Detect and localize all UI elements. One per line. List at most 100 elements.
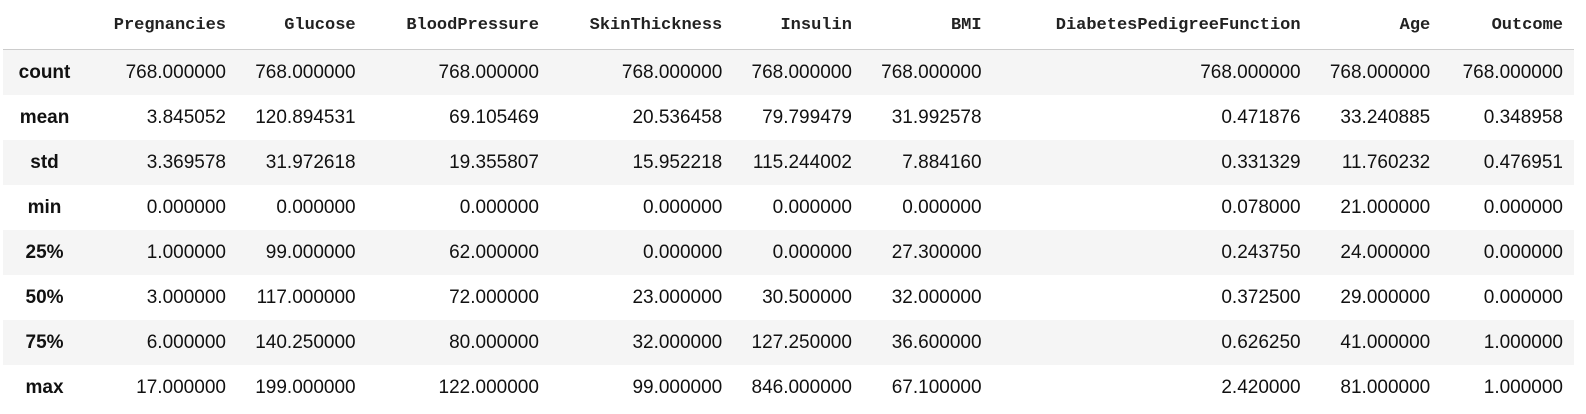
table-cell: 0.000000 — [1483, 241, 1563, 263]
table-row: mean 3.845052 120.894531 69.105469 20.53… — [3, 95, 1574, 140]
table-cell: 99.000000 — [632, 376, 723, 398]
row-index: 75% — [25, 331, 64, 353]
table-cell: 7.884160 — [902, 151, 982, 173]
table-cell: 3.845052 — [146, 106, 226, 128]
table-cell: 32.000000 — [632, 331, 723, 353]
table-cell: 20.536458 — [632, 106, 723, 128]
table-cell: 0.000000 — [643, 196, 723, 218]
table-cell: 0.243750 — [1221, 241, 1301, 263]
column-header: BMI — [862, 1, 993, 50]
table-cell: 31.972618 — [265, 151, 356, 173]
table-cell: 29.000000 — [1340, 286, 1431, 308]
table-cell: 19.355807 — [449, 151, 539, 173]
table-cell: 69.105469 — [449, 106, 539, 128]
table-cell: 0.000000 — [1483, 286, 1563, 308]
table-cell: 0.000000 — [643, 241, 723, 263]
table-body: count 768.000000 768.000000 768.000000 7… — [3, 49, 1574, 410]
index-header — [3, 1, 85, 50]
column-header: Outcome — [1441, 1, 1574, 50]
table-cell: 0.471876 — [1221, 106, 1301, 128]
table-cell: 199.000000 — [255, 376, 356, 398]
table-row: 75% 6.000000 140.250000 80.000000 32.000… — [3, 320, 1574, 365]
table-cell: 0.000000 — [459, 196, 539, 218]
table-cell: 67.100000 — [891, 376, 982, 398]
table-cell: 30.500000 — [762, 286, 852, 308]
table-cell: 62.000000 — [449, 241, 539, 263]
table-cell: 3.369578 — [146, 151, 226, 173]
table-header: Pregnancies Glucose BloodPressure SkinTh… — [3, 1, 1574, 50]
table-cell: 768.000000 — [255, 61, 356, 83]
table-cell: 72.000000 — [449, 286, 539, 308]
table-cell: 17.000000 — [136, 376, 226, 398]
table-cell: 3.000000 — [146, 286, 226, 308]
table-cell: 115.244002 — [752, 151, 852, 173]
table-cell: 768.000000 — [125, 61, 226, 83]
table-cell: 768.000000 — [621, 61, 723, 83]
table-cell: 117.000000 — [256, 286, 356, 308]
table-cell: 15.952218 — [632, 151, 723, 173]
column-header: Glucose — [236, 1, 367, 50]
table-cell: 120.894531 — [255, 106, 356, 128]
table-cell: 140.250000 — [255, 331, 356, 353]
table-cell: 127.250000 — [751, 331, 852, 353]
column-header: Age — [1311, 1, 1442, 50]
row-index: mean — [19, 106, 70, 128]
table-cell: 0.476951 — [1483, 151, 1563, 173]
column-header: Insulin — [733, 1, 863, 50]
table-cell: 32.000000 — [891, 286, 982, 308]
table-cell: 24.000000 — [1340, 241, 1431, 263]
table-cell: 23.000000 — [632, 286, 723, 308]
table-cell: 0.331329 — [1221, 151, 1301, 173]
table-cell: 0.000000 — [146, 196, 226, 218]
table-cell: 0.348958 — [1483, 106, 1563, 128]
table-cell: 81.000000 — [1340, 376, 1431, 398]
table-cell: 21.000000 — [1340, 196, 1431, 218]
table-cell: 768.000000 — [1200, 61, 1301, 83]
table-cell: 122.000000 — [438, 376, 539, 398]
table-cell: 11.760232 — [1341, 151, 1431, 173]
table-cell: 0.372500 — [1221, 286, 1301, 308]
table-cell: 0.000000 — [902, 196, 982, 218]
table-cell: 768.000000 — [881, 61, 982, 83]
table-row: count 768.000000 768.000000 768.000000 7… — [3, 49, 1574, 95]
table-cell: 80.000000 — [449, 331, 539, 353]
row-index: 25% — [25, 241, 64, 263]
row-index: 50% — [25, 286, 64, 308]
table-cell: 41.000000 — [1340, 331, 1431, 353]
table-cell: 0.000000 — [772, 241, 852, 263]
table-cell: 1.000000 — [1483, 376, 1563, 398]
table-cell: 36.600000 — [891, 331, 982, 353]
table-cell: 768.000000 — [751, 61, 852, 83]
table-row: max 17.000000 199.000000 122.000000 99.0… — [3, 365, 1574, 410]
table-cell: 0.078000 — [1221, 196, 1301, 218]
table-cell: 6.000000 — [146, 331, 226, 353]
table-cell: 0.000000 — [276, 196, 356, 218]
row-index: min — [27, 196, 62, 218]
table-cell: 1.000000 — [146, 241, 226, 263]
table-cell: 768.000000 — [1462, 61, 1563, 83]
row-index: std — [30, 151, 59, 173]
header-row: Pregnancies Glucose BloodPressure SkinTh… — [3, 1, 1574, 50]
table-row: 25% 1.000000 99.000000 62.000000 0.00000… — [3, 230, 1574, 275]
column-header: BloodPressure — [366, 1, 550, 50]
table-cell: 0.000000 — [772, 196, 852, 218]
table-cell: 99.000000 — [265, 241, 356, 263]
table-cell: 31.992578 — [891, 106, 982, 128]
table-cell: 768.000000 — [1329, 61, 1431, 83]
row-index: max — [25, 376, 64, 398]
table-cell: 79.799479 — [762, 106, 852, 128]
table-cell: 0.000000 — [1483, 196, 1563, 218]
table-cell: 2.420000 — [1221, 376, 1301, 398]
column-header: SkinThickness — [549, 1, 734, 50]
table-row: std 3.369578 31.972618 19.355807 15.9522… — [3, 140, 1574, 185]
table-cell: 768.000000 — [438, 61, 539, 83]
column-header: Pregnancies — [84, 1, 237, 50]
row-index: count — [18, 61, 71, 83]
table-cell: 33.240885 — [1340, 106, 1431, 128]
table-cell: 27.300000 — [891, 241, 982, 263]
column-header: DiabetesPedigreeFunction — [992, 1, 1312, 50]
table-cell: 0.626250 — [1221, 331, 1301, 353]
table-row: 50% 3.000000 117.000000 72.000000 23.000… — [3, 275, 1574, 320]
describe-table: Pregnancies Glucose BloodPressure SkinTh… — [3, 1, 1574, 410]
